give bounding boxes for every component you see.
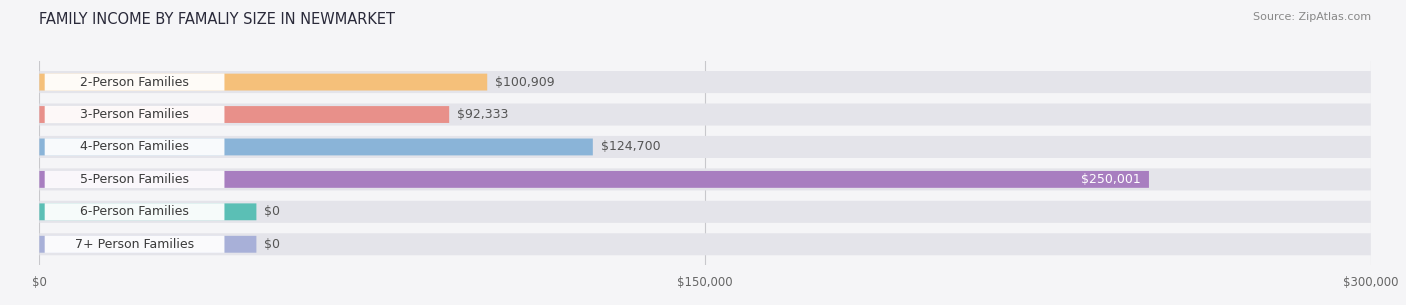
FancyBboxPatch shape bbox=[39, 203, 256, 220]
Text: $250,001: $250,001 bbox=[1081, 173, 1140, 186]
Text: 3-Person Families: 3-Person Families bbox=[80, 108, 188, 121]
Text: 2-Person Families: 2-Person Families bbox=[80, 76, 188, 88]
FancyBboxPatch shape bbox=[39, 71, 1371, 93]
FancyBboxPatch shape bbox=[39, 233, 1371, 255]
Text: $92,333: $92,333 bbox=[457, 108, 509, 121]
FancyBboxPatch shape bbox=[39, 201, 1371, 223]
FancyBboxPatch shape bbox=[39, 138, 593, 155]
FancyBboxPatch shape bbox=[45, 203, 225, 221]
Text: Source: ZipAtlas.com: Source: ZipAtlas.com bbox=[1253, 12, 1371, 22]
FancyBboxPatch shape bbox=[45, 106, 225, 123]
Text: 6-Person Families: 6-Person Families bbox=[80, 205, 188, 218]
Text: FAMILY INCOME BY FAMALIY SIZE IN NEWMARKET: FAMILY INCOME BY FAMALIY SIZE IN NEWMARK… bbox=[39, 12, 395, 27]
FancyBboxPatch shape bbox=[39, 171, 1149, 188]
FancyBboxPatch shape bbox=[39, 103, 1371, 126]
Text: 7+ Person Families: 7+ Person Families bbox=[75, 238, 194, 251]
FancyBboxPatch shape bbox=[45, 236, 225, 253]
FancyBboxPatch shape bbox=[39, 106, 449, 123]
Text: 4-Person Families: 4-Person Families bbox=[80, 141, 188, 153]
FancyBboxPatch shape bbox=[39, 168, 1371, 190]
Text: $0: $0 bbox=[264, 238, 280, 251]
Text: $100,909: $100,909 bbox=[495, 76, 555, 88]
FancyBboxPatch shape bbox=[39, 136, 1371, 158]
Text: 5-Person Families: 5-Person Families bbox=[80, 173, 188, 186]
FancyBboxPatch shape bbox=[45, 74, 225, 91]
Text: $124,700: $124,700 bbox=[600, 141, 661, 153]
FancyBboxPatch shape bbox=[39, 236, 256, 253]
FancyBboxPatch shape bbox=[45, 171, 225, 188]
Text: $0: $0 bbox=[264, 205, 280, 218]
FancyBboxPatch shape bbox=[39, 74, 488, 91]
FancyBboxPatch shape bbox=[45, 138, 225, 156]
